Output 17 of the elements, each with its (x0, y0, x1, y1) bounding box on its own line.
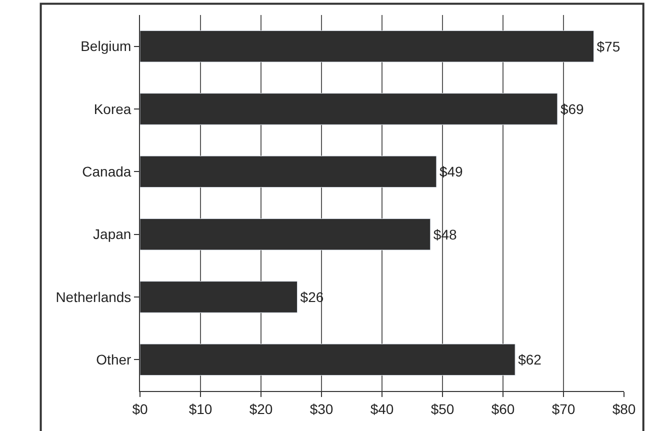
data-label: $75 (596, 38, 620, 54)
x-tick-label: $50 (430, 400, 454, 417)
x-tick-label: $40 (370, 400, 394, 417)
y-tick-label: Belgium (80, 38, 132, 54)
y-tick-label: Korea (94, 100, 132, 117)
x-tick-label: $0 (132, 400, 148, 417)
y-tick-label: Other (96, 352, 132, 368)
y-tick-label: Japan (93, 226, 132, 242)
x-tick-label: $60 (491, 400, 515, 417)
y-tick-label: Canada (82, 164, 132, 180)
x-tick-label: $80 (612, 400, 636, 417)
x-tick-label: $30 (310, 400, 334, 417)
y-tick-label: Netherlands (56, 288, 132, 305)
x-tick-label: $20 (249, 400, 273, 417)
x-tick-label: $10 (188, 400, 212, 417)
x-tick-label: $70 (552, 400, 576, 417)
data-label: $62 (518, 352, 542, 368)
